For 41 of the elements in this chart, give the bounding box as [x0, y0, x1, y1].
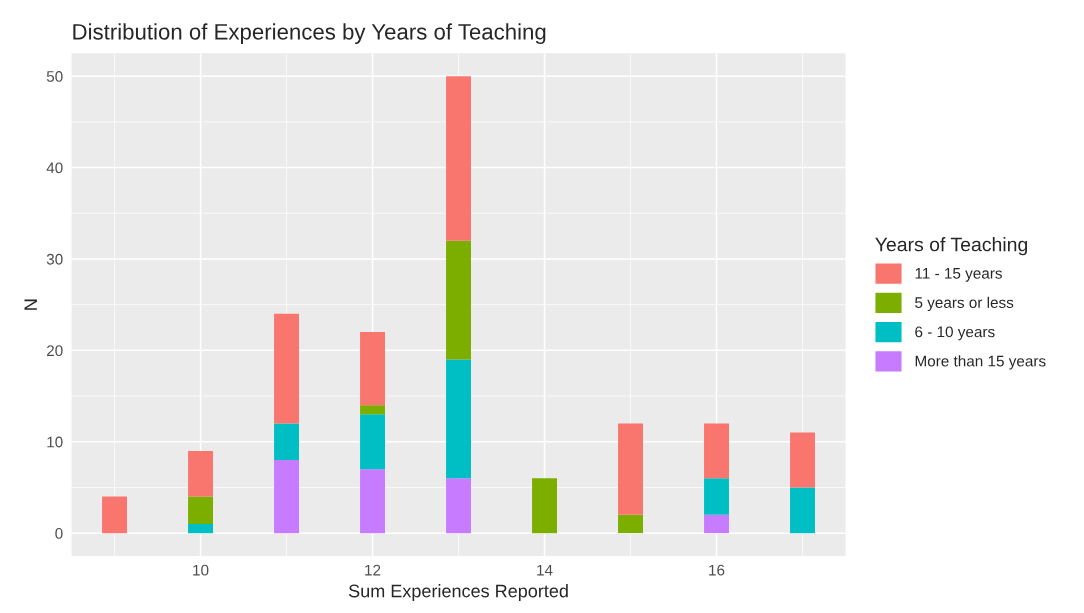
- bar: [446, 478, 471, 534]
- x-axis-title: Sum Experiences Reported: [348, 584, 568, 601]
- bar: [446, 359, 471, 479]
- bar: [790, 487, 815, 534]
- x-tick-label: 12: [365, 564, 381, 576]
- y-tick-label: 30: [46, 253, 63, 265]
- bar: [360, 469, 385, 534]
- y-tick-label: 0: [55, 528, 63, 539]
- bar: [446, 76, 471, 241]
- bar: [618, 423, 643, 515]
- legend-title: Years of Teaching: [875, 237, 1028, 256]
- bar: [704, 423, 729, 479]
- y-tick-label: 50: [46, 71, 63, 82]
- bar: [360, 414, 385, 470]
- bar: [446, 240, 471, 360]
- x-tick-label: 16: [709, 564, 725, 576]
- y-tick-label: 20: [46, 345, 63, 357]
- legend-label: More than 15 years: [915, 355, 1046, 370]
- y-tick-label: 40: [46, 162, 63, 174]
- bar: [274, 423, 300, 461]
- bar: [188, 524, 214, 534]
- legend-label: 6 - 10 years: [915, 326, 995, 341]
- bar: [790, 432, 815, 488]
- bar: [532, 478, 557, 534]
- y-tick-label: 10: [47, 436, 63, 448]
- x-tick-label: 14: [537, 564, 553, 576]
- y-axis-title: N: [24, 299, 37, 310]
- bar: [102, 496, 128, 534]
- bar: [274, 460, 300, 534]
- legend-label: 5 years or less: [915, 296, 1014, 312]
- bar: [360, 332, 385, 406]
- bar: [618, 514, 643, 534]
- bar: [188, 496, 214, 524]
- bar: [704, 478, 729, 515]
- bar: [360, 405, 385, 415]
- bar: [274, 313, 300, 424]
- legend-label: 11 - 15 years: [915, 268, 1002, 282]
- bar: [704, 514, 729, 534]
- chart-title: Distribution of Experiences by Years of Teaching: [73, 23, 546, 45]
- bar: [188, 450, 214, 497]
- x-tick-label: 10: [193, 564, 209, 576]
